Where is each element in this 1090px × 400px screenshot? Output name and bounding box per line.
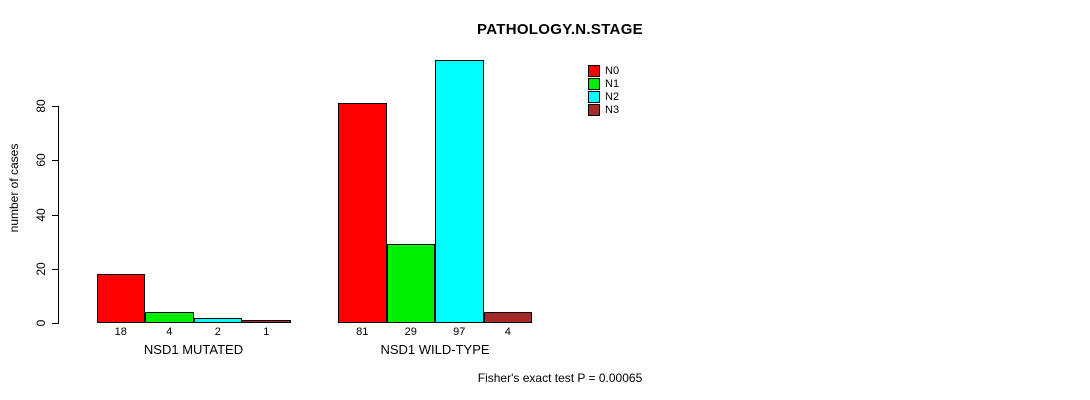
bar-value-label: 1 xyxy=(263,326,270,338)
legend-item-n3: N3 xyxy=(588,103,619,116)
y-tick-label: 20 xyxy=(34,262,48,276)
y-tick-mark xyxy=(52,214,59,216)
legend-swatch-n3 xyxy=(588,103,600,116)
legend-label-n1: N1 xyxy=(605,77,620,90)
group-label-wildtype: NSD1 WILD-TYPE xyxy=(380,342,490,357)
y-tick-mark xyxy=(52,268,59,270)
annotation-fisher-test: Fisher's exact test P = 0.00065 xyxy=(477,371,643,385)
bar-n1-mutated xyxy=(145,312,194,323)
y-tick-label: 60 xyxy=(34,153,48,167)
bar-value-label: 4 xyxy=(166,326,173,338)
legend-item-n0: N0 xyxy=(588,64,619,77)
bar-value-label: 81 xyxy=(356,326,369,338)
bar-n0-mutated xyxy=(96,274,145,323)
y-tick-mark xyxy=(52,323,59,324)
legend-label-n3: N3 xyxy=(605,103,620,116)
bar-value-label: 29 xyxy=(404,326,417,338)
y-tick-label: 80 xyxy=(34,99,48,113)
legend-swatch-n2 xyxy=(588,90,600,103)
bar-n2-mutated xyxy=(193,317,242,323)
y-tick-label: 40 xyxy=(34,207,48,222)
group-label-mutated: NSD1 MUTATED xyxy=(143,342,244,357)
y-axis-label: number of cases xyxy=(7,143,21,233)
y-tick-mark xyxy=(52,106,59,107)
legend-swatch-n1 xyxy=(588,77,600,90)
legend-label-n2: N2 xyxy=(605,90,620,103)
legend: N0 N1 N2 N3 xyxy=(588,64,619,116)
bar-n0-wildtype xyxy=(338,103,387,323)
bar-value-label: 2 xyxy=(214,326,221,338)
legend-item-n1: N1 xyxy=(588,77,619,90)
bar-n2-wildtype xyxy=(435,59,484,323)
bar-n3-wildtype xyxy=(483,312,532,323)
legend-swatch-n0 xyxy=(588,64,600,77)
legend-item-n2: N2 xyxy=(588,90,619,103)
y-tick-mark xyxy=(52,160,59,162)
bar-n1-wildtype xyxy=(386,244,435,323)
bar-value-label: 4 xyxy=(504,326,511,338)
bar-value-label: 97 xyxy=(453,326,466,338)
legend-label-n0: N0 xyxy=(605,64,620,77)
bar-n3-mutated xyxy=(242,320,291,323)
y-tick-label: 0 xyxy=(34,319,48,327)
bar-value-label: 18 xyxy=(114,326,127,338)
chart-title: PATHOLOGY.N.STAGE xyxy=(477,21,643,38)
